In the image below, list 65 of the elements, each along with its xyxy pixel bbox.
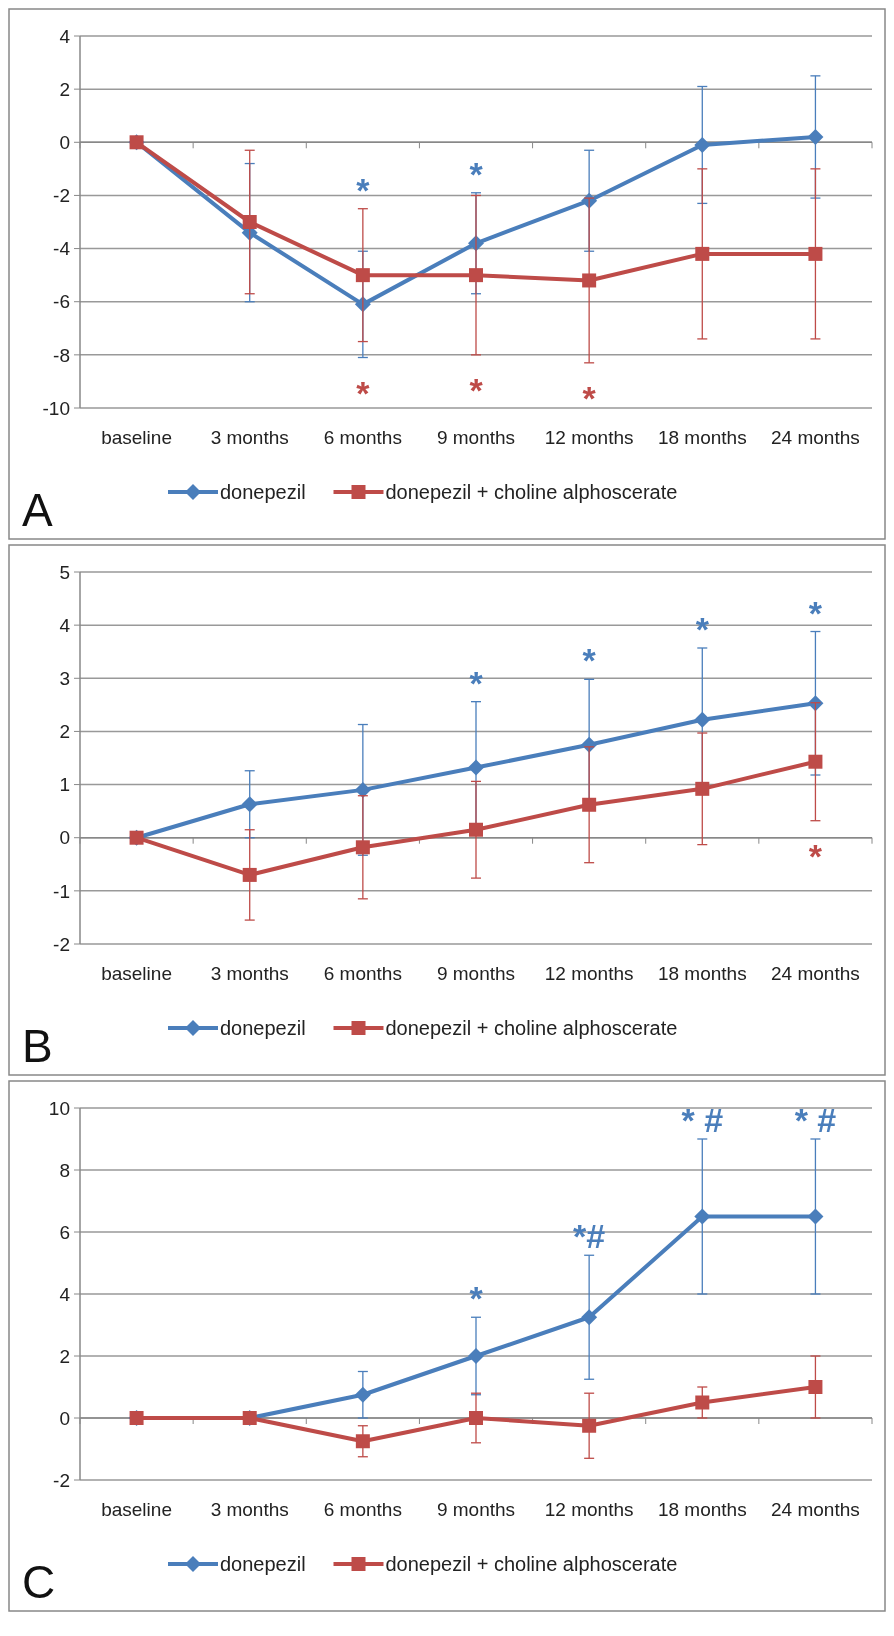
- legend-label: donepezil: [220, 1017, 306, 1039]
- y-tick-label: -10: [42, 397, 70, 419]
- y-tick-label: 2: [59, 721, 70, 743]
- x-tick-label: 18 months: [657, 963, 747, 984]
- y-tick-label: 4: [59, 614, 71, 636]
- y-tick-label: 2: [59, 78, 70, 100]
- y-tick-label: 4: [59, 25, 71, 47]
- annotation: *: [469, 370, 484, 409]
- x-tick-label: 24 months: [771, 963, 860, 984]
- x-tick-label: 9 months: [436, 427, 516, 448]
- x-tick-label: 18 months: [657, 1499, 747, 1520]
- text: C: [22, 1556, 56, 1608]
- x-tick-label: 12 months: [544, 427, 634, 448]
- y-tick-label: 6: [59, 1221, 70, 1243]
- x-tick-label: 9 months: [436, 1499, 516, 1520]
- y-tick-label: 2: [59, 1345, 70, 1367]
- annotation: *: [582, 378, 597, 417]
- x-tick-label: 3 months: [210, 963, 289, 984]
- y-tick-label: 1: [59, 774, 70, 796]
- annotation: * #: [681, 1101, 724, 1139]
- y-tick-label: -2: [53, 1469, 70, 1491]
- x-tick-label: 24 months: [771, 427, 860, 448]
- text: B: [22, 1020, 53, 1072]
- annotation: *: [808, 593, 823, 632]
- y-tick-label: -2: [53, 933, 70, 955]
- x-tick-label: 3 months: [210, 427, 289, 448]
- x-tick-label: 6 months: [323, 963, 402, 984]
- x-tick-label: 12 months: [544, 1499, 634, 1520]
- y-tick-label: 0: [59, 1407, 70, 1429]
- x-tick-label: 6 months: [323, 1499, 402, 1520]
- legend-label: donepezil: [220, 481, 306, 503]
- x-tick-label: 18 months: [657, 427, 747, 448]
- y-tick-label: 0: [59, 131, 70, 153]
- y-tick-label: 4: [59, 1283, 71, 1305]
- x-tick-label: 3 months: [210, 1499, 289, 1520]
- y-tick-label: 5: [59, 561, 70, 583]
- annotation: *: [582, 641, 597, 680]
- x-tick-label: 24 months: [771, 1499, 860, 1520]
- y-tick-label: -6: [53, 291, 70, 313]
- x-tick-label: baseline: [101, 1499, 172, 1520]
- y-tick-label: -1: [53, 880, 70, 902]
- y-tick-label: 3: [59, 667, 70, 689]
- annotation: *: [469, 154, 484, 193]
- annotation: *#: [573, 1217, 606, 1256]
- y-tick-label: -8: [53, 344, 70, 366]
- x-tick-label: 12 months: [544, 963, 634, 984]
- x-tick-label: baseline: [101, 963, 172, 984]
- x-tick-label: baseline: [101, 427, 172, 448]
- annotation: *: [808, 836, 823, 875]
- text: A: [22, 484, 53, 536]
- y-tick-label: -2: [53, 185, 70, 207]
- y-tick-label: 0: [59, 827, 70, 849]
- y-tick-label: 10: [48, 1097, 70, 1119]
- annotation: * #: [794, 1101, 837, 1139]
- legend-label: donepezil + choline alphoscerate: [385, 1553, 678, 1575]
- legend-label: donepezil: [220, 1553, 306, 1575]
- legend-label: donepezil + choline alphoscerate: [385, 1017, 678, 1039]
- x-tick-label: 6 months: [323, 427, 402, 448]
- annotation: *: [469, 1279, 484, 1318]
- x-tick-label: 9 months: [436, 963, 516, 984]
- annotation: *: [356, 170, 371, 209]
- y-tick-label: 8: [59, 1159, 70, 1181]
- annotation: *: [356, 373, 371, 412]
- legend-label: donepezil + choline alphoscerate: [385, 481, 678, 503]
- y-tick-label: -4: [53, 238, 71, 260]
